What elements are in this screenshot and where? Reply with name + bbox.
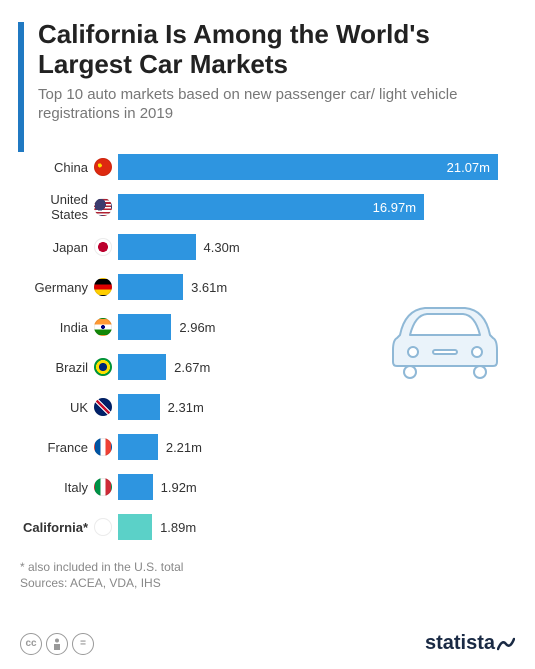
- row-label-cell: Germany: [18, 278, 118, 296]
- cc-icon: cc: [20, 633, 42, 655]
- country-label: France: [48, 440, 88, 455]
- bar-row: United States 16.97m: [18, 189, 517, 225]
- by-icon: [46, 633, 68, 655]
- bar-cell: 1.89m: [118, 514, 517, 540]
- footnote: * also included in the U.S. total Source…: [0, 549, 535, 591]
- bar-value: 2.31m: [168, 400, 204, 415]
- row-label-cell: Japan: [18, 238, 118, 256]
- jp-flag-icon: [94, 238, 112, 256]
- bar: 21.07m: [118, 154, 498, 180]
- bar-value: 4.30m: [204, 240, 240, 255]
- bar-value: 1.89m: [160, 520, 196, 535]
- row-label-cell: Brazil: [18, 358, 118, 376]
- bar-value: 16.97m: [373, 200, 416, 215]
- bar-value: 3.61m: [191, 280, 227, 295]
- country-label: Japan: [53, 240, 88, 255]
- bar-row: California* 1.89m: [18, 509, 517, 545]
- bar: 16.97m: [118, 194, 424, 220]
- uk-flag-icon: [94, 398, 112, 416]
- footnote-line: * also included in the U.S. total: [20, 559, 515, 575]
- br-flag-icon: [94, 358, 112, 376]
- bar: [118, 394, 160, 420]
- bar-row: China 21.07m: [18, 149, 517, 185]
- country-label: UK: [70, 400, 88, 415]
- bar: [118, 474, 153, 500]
- country-label: California*: [23, 520, 88, 535]
- bar-value: 2.96m: [179, 320, 215, 335]
- bar-value: 2.21m: [166, 440, 202, 455]
- country-label: China: [54, 160, 88, 175]
- bar-cell: 1.92m: [118, 474, 517, 500]
- row-label-cell: UK: [18, 398, 118, 416]
- bar-value: 21.07m: [447, 160, 490, 175]
- country-label: India: [60, 320, 88, 335]
- bar-cell: 16.97m: [118, 194, 517, 220]
- header: California Is Among the World's Largest …: [0, 0, 535, 131]
- bar: [118, 314, 171, 340]
- car-icon: [385, 290, 505, 380]
- footnote-sources: Sources: ACEA, VDA, IHS: [20, 575, 515, 591]
- row-label-cell: China: [18, 158, 118, 176]
- bar: [118, 514, 152, 540]
- row-label-cell: United States: [18, 192, 118, 222]
- de-flag-icon: [94, 278, 112, 296]
- bar: [118, 354, 166, 380]
- bar-row: Italy 1.92m: [18, 469, 517, 505]
- bar-row: France 2.21m: [18, 429, 517, 465]
- chart-title: California Is Among the World's Largest …: [38, 20, 515, 80]
- in-flag-icon: [94, 318, 112, 336]
- row-label-cell: California*: [18, 518, 118, 536]
- it-flag-icon: [94, 478, 112, 496]
- bar-cell: 4.30m: [118, 234, 517, 260]
- ca-flag-icon: [94, 518, 112, 536]
- bar-cell: 21.07m: [118, 154, 517, 180]
- chart-subtitle: Top 10 auto markets based on new passeng…: [38, 86, 515, 124]
- country-label: Brazil: [55, 360, 88, 375]
- cc-license-icons: cc =: [20, 633, 94, 655]
- nd-icon: =: [72, 633, 94, 655]
- bar: [118, 234, 196, 260]
- cn-flag-icon: [94, 158, 112, 176]
- bar-cell: 2.31m: [118, 394, 517, 420]
- country-label: Germany: [35, 280, 88, 295]
- statista-logo: statista: [425, 632, 515, 655]
- row-label-cell: India: [18, 318, 118, 336]
- footer: cc = statista: [0, 632, 535, 655]
- row-label-cell: France: [18, 438, 118, 456]
- bar-row: UK 2.31m: [18, 389, 517, 425]
- row-label-cell: Italy: [18, 478, 118, 496]
- country-label: Italy: [64, 480, 88, 495]
- country-label: United States: [18, 192, 88, 222]
- bar-value: 1.92m: [161, 480, 197, 495]
- bar-cell: 2.21m: [118, 434, 517, 460]
- bar: [118, 274, 183, 300]
- bar-row: Japan 4.30m: [18, 229, 517, 265]
- bar-value: 2.67m: [174, 360, 210, 375]
- statista-text: statista: [425, 632, 495, 655]
- bar: [118, 434, 158, 460]
- statista-wave-icon: [497, 635, 515, 653]
- us-flag-icon: [94, 198, 112, 216]
- fr-flag-icon: [94, 438, 112, 456]
